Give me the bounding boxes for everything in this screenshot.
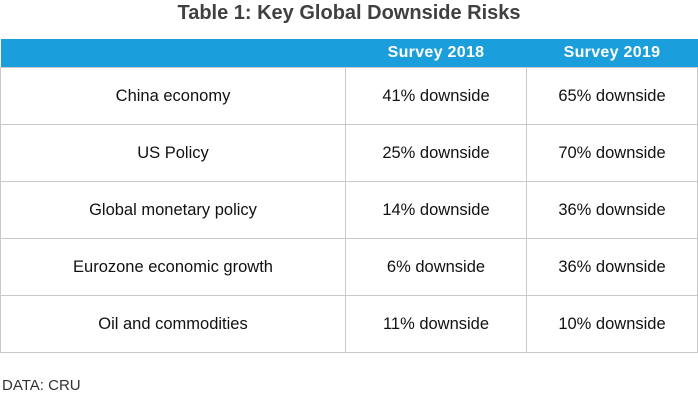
survey-2019-cell: 70% downside	[526, 124, 698, 182]
table-row: Global monetary policy 14% downside 36% …	[0, 181, 698, 239]
column-header-risk	[0, 39, 346, 68]
table-row: US Policy 25% downside 70% downside	[0, 124, 698, 182]
survey-2018-cell: 14% downside	[345, 181, 527, 239]
table-row: Eurozone economic growth 6% downside 36%…	[0, 238, 698, 296]
risk-cell: Global monetary policy	[0, 181, 346, 239]
survey-2019-cell: 36% downside	[526, 238, 698, 296]
column-header-survey-2019: Survey 2019	[526, 39, 698, 68]
survey-2018-cell: 41% downside	[345, 67, 527, 125]
survey-2018-cell: 11% downside	[345, 295, 527, 353]
column-header-survey-2018: Survey 2018	[345, 39, 527, 68]
risk-cell: Eurozone economic growth	[0, 238, 346, 296]
survey-2018-cell: 6% downside	[345, 238, 527, 296]
data-source-note: DATA: CRU	[2, 377, 81, 394]
risk-cell: Oil and commodities	[0, 295, 346, 353]
survey-2019-cell: 36% downside	[526, 181, 698, 239]
risk-cell: US Policy	[0, 124, 346, 182]
survey-2019-cell: 65% downside	[526, 67, 698, 125]
risk-cell: China economy	[0, 67, 346, 125]
header-row: Survey 2018 Survey 2019	[0, 39, 698, 68]
table-title: Table 1: Key Global Downside Risks	[177, 2, 521, 24]
risk-table: Survey 2018 Survey 2019 China economy 41…	[0, 39, 698, 353]
table-row: Oil and commodities 11% downside 10% dow…	[0, 295, 698, 353]
survey-2018-cell: 25% downside	[345, 124, 527, 182]
survey-2019-cell: 10% downside	[526, 295, 698, 353]
table-row: China economy 41% downside 65% downside	[0, 67, 698, 125]
